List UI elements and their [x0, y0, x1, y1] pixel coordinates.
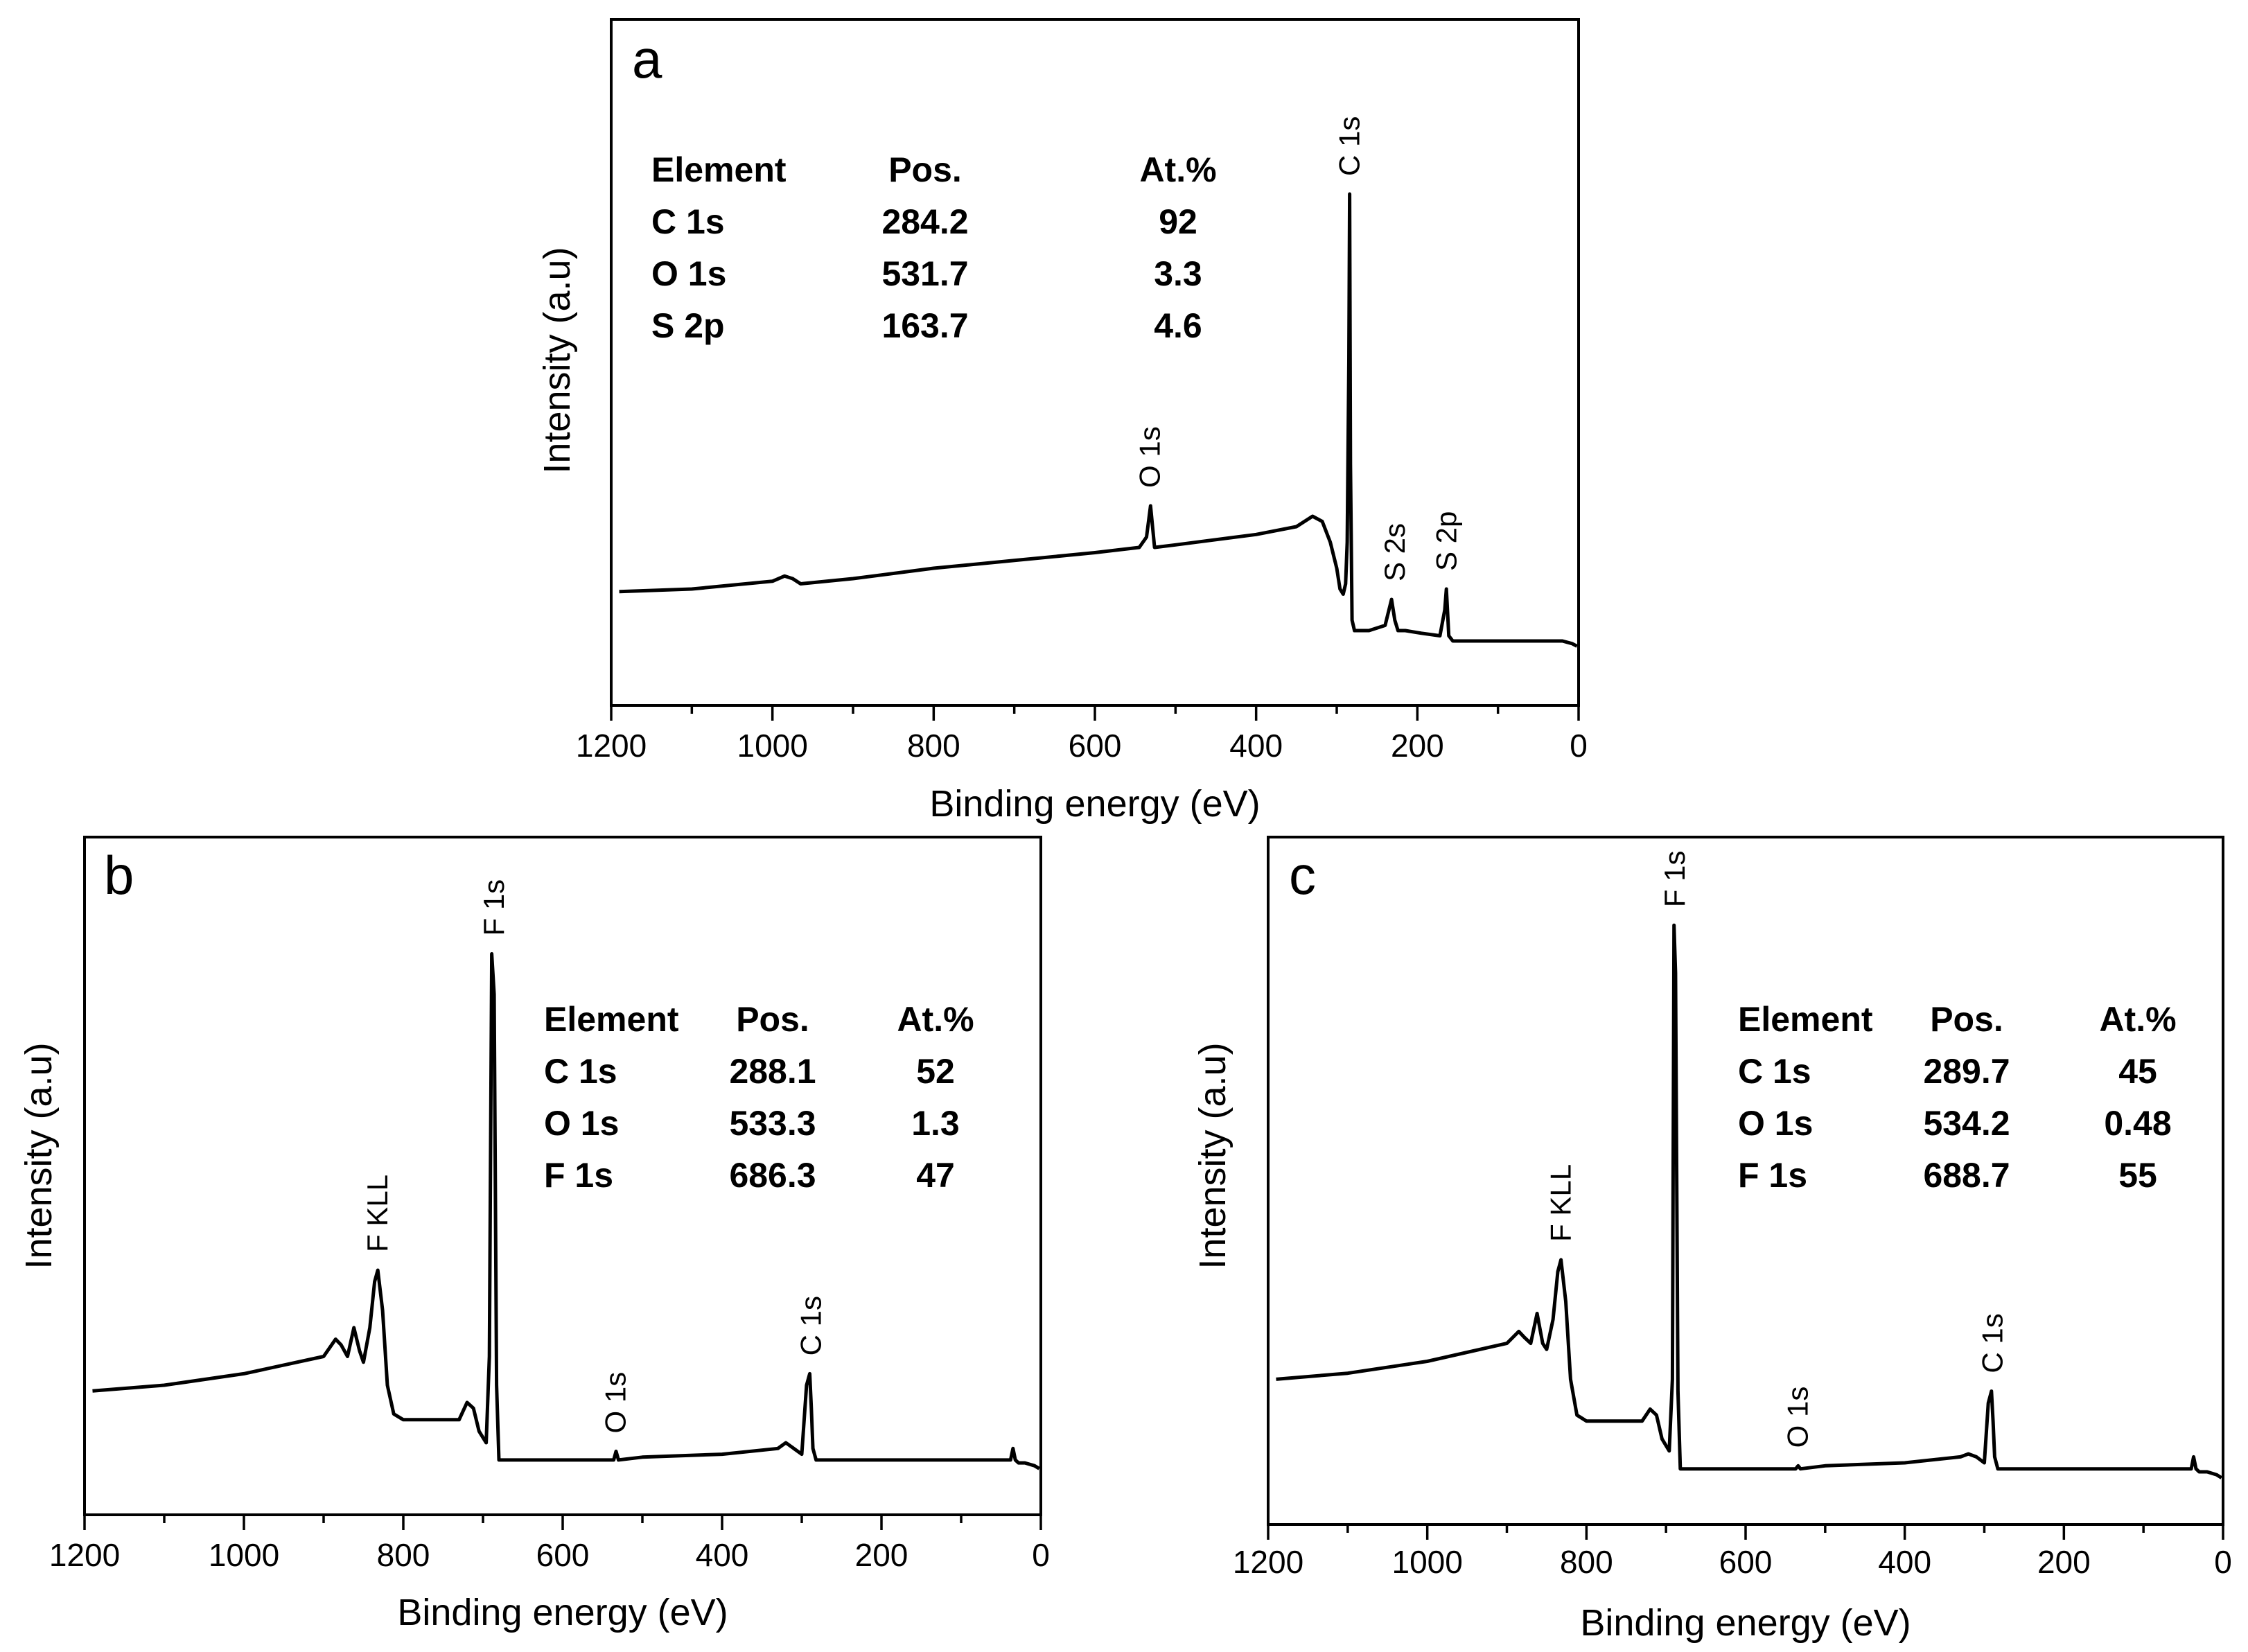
- x-tick-label: 1200: [49, 1537, 120, 1573]
- table-header-cell: Element: [651, 150, 787, 189]
- table-cell: C 1s: [544, 1052, 617, 1091]
- chart-panel-a: a 1200 1000 800 600 400 200 0 Binding energy (eV…: [536, 18, 1588, 825]
- series-line: [1276, 923, 2223, 1479]
- x-tick-label: 400: [696, 1537, 749, 1573]
- table-cell: 534.2: [1923, 1104, 2010, 1143]
- x-tick-label: 600: [1069, 728, 1122, 764]
- peak-label: F KLL: [361, 1175, 394, 1252]
- peak-label: C 1s: [795, 1296, 827, 1355]
- x-axis-label: Binding energy (eV): [1580, 1602, 1911, 1644]
- series-line: [619, 192, 1578, 648]
- panel-letter: c: [1289, 845, 1316, 906]
- table-cell: 55: [2118, 1156, 2157, 1195]
- table-cell: 163.7: [881, 306, 968, 345]
- table-cell: 47: [916, 1156, 955, 1195]
- peak-label: S 2p: [1430, 511, 1463, 571]
- x-tick-label: 1000: [737, 728, 807, 764]
- table-cell: F 1s: [1738, 1156, 1807, 1195]
- y-axis-label: Intensity (a.u): [536, 247, 578, 473]
- table-header-cell: Element: [1738, 1000, 1873, 1039]
- table-cell: S 2p: [651, 306, 725, 345]
- table-header-cell: Pos.: [736, 1000, 809, 1039]
- peak-label: F KLL: [1545, 1164, 1577, 1242]
- x-tick-label: 0: [2214, 1544, 2232, 1580]
- table-cell: C 1s: [651, 202, 725, 241]
- x-tick-label: 600: [536, 1537, 590, 1573]
- peak-label: S 2s: [1378, 523, 1411, 581]
- table-header-cell: At.%: [2099, 1000, 2176, 1039]
- chart-panel-c: c 1200 1000 800 600 400 200 0 Binding energy (eV…: [1192, 836, 2232, 1644]
- peak-label: C 1s: [1333, 116, 1365, 176]
- table-cell: O 1s: [651, 254, 726, 293]
- y-axis-label: Intensity (a.u): [1192, 1042, 1233, 1269]
- x-tick-label: 1000: [209, 1537, 279, 1573]
- table-cell: 1.3: [911, 1104, 960, 1143]
- table-cell: 688.7: [1923, 1156, 2010, 1195]
- x-tick-label: 0: [1570, 728, 1588, 764]
- y-axis-label: Intensity (a.u): [18, 1042, 60, 1269]
- table-cell: 92: [1159, 202, 1197, 241]
- table-cell: C 1s: [1738, 1052, 1811, 1091]
- peak-label: O 1s: [1782, 1387, 1814, 1448]
- table-header-cell: At.%: [1139, 150, 1216, 189]
- x-tick-label: 800: [377, 1537, 430, 1573]
- x-tick-label: 800: [1560, 1544, 1613, 1580]
- panel-letter: b: [104, 845, 134, 906]
- series-line: [92, 952, 1040, 1470]
- x-tick-label: 200: [1391, 728, 1444, 764]
- table-header-cell: Element: [544, 1000, 679, 1039]
- x-tick-label: 400: [1878, 1544, 1931, 1580]
- x-axis-label: Binding energy (eV): [397, 1592, 728, 1633]
- table-cell: 686.3: [729, 1156, 816, 1195]
- table-cell: 288.1: [729, 1052, 816, 1091]
- table-cell: 533.3: [729, 1104, 816, 1143]
- chart-panel-b: b 1200 1000 800 600 400 200 0 Binding energy (eV…: [18, 836, 1050, 1633]
- panel-letter: a: [632, 28, 662, 89]
- x-tick-label: 200: [855, 1537, 908, 1573]
- x-tick-label: 0: [1032, 1537, 1050, 1573]
- table-header-cell: At.%: [897, 1000, 974, 1039]
- table-cell: 289.7: [1923, 1052, 2010, 1091]
- table-cell: O 1s: [1738, 1104, 1813, 1143]
- table-cell: 3.3: [1154, 254, 1202, 293]
- table-header-cell: Pos.: [1930, 1000, 2003, 1039]
- x-tick-label: 600: [1719, 1544, 1773, 1580]
- x-tick-label: 1200: [576, 728, 647, 764]
- x-tick-label: 400: [1229, 728, 1283, 764]
- x-tick-label: 1000: [1391, 1544, 1462, 1580]
- peak-label: F 1s: [1658, 851, 1691, 908]
- x-tick-label: 1200: [1233, 1544, 1303, 1580]
- peak-label: C 1s: [1976, 1313, 2008, 1373]
- table-cell: 284.2: [881, 202, 968, 241]
- peak-label: O 1s: [1133, 426, 1166, 488]
- x-tick-label: 800: [907, 728, 960, 764]
- table-header-cell: Pos.: [888, 150, 962, 189]
- x-tick-label: 200: [2037, 1544, 2091, 1580]
- table-cell: 531.7: [881, 254, 968, 293]
- table-cell: 52: [916, 1052, 955, 1091]
- peak-label: O 1s: [599, 1372, 632, 1434]
- table-cell: 45: [2118, 1052, 2157, 1091]
- table-cell: 4.6: [1154, 306, 1202, 345]
- peak-label: F 1s: [477, 879, 510, 936]
- table-cell: O 1s: [544, 1104, 619, 1143]
- x-axis-label: Binding energy (eV): [929, 783, 1260, 825]
- table-cell: F 1s: [544, 1156, 613, 1195]
- table-cell: 0.48: [2104, 1104, 2171, 1143]
